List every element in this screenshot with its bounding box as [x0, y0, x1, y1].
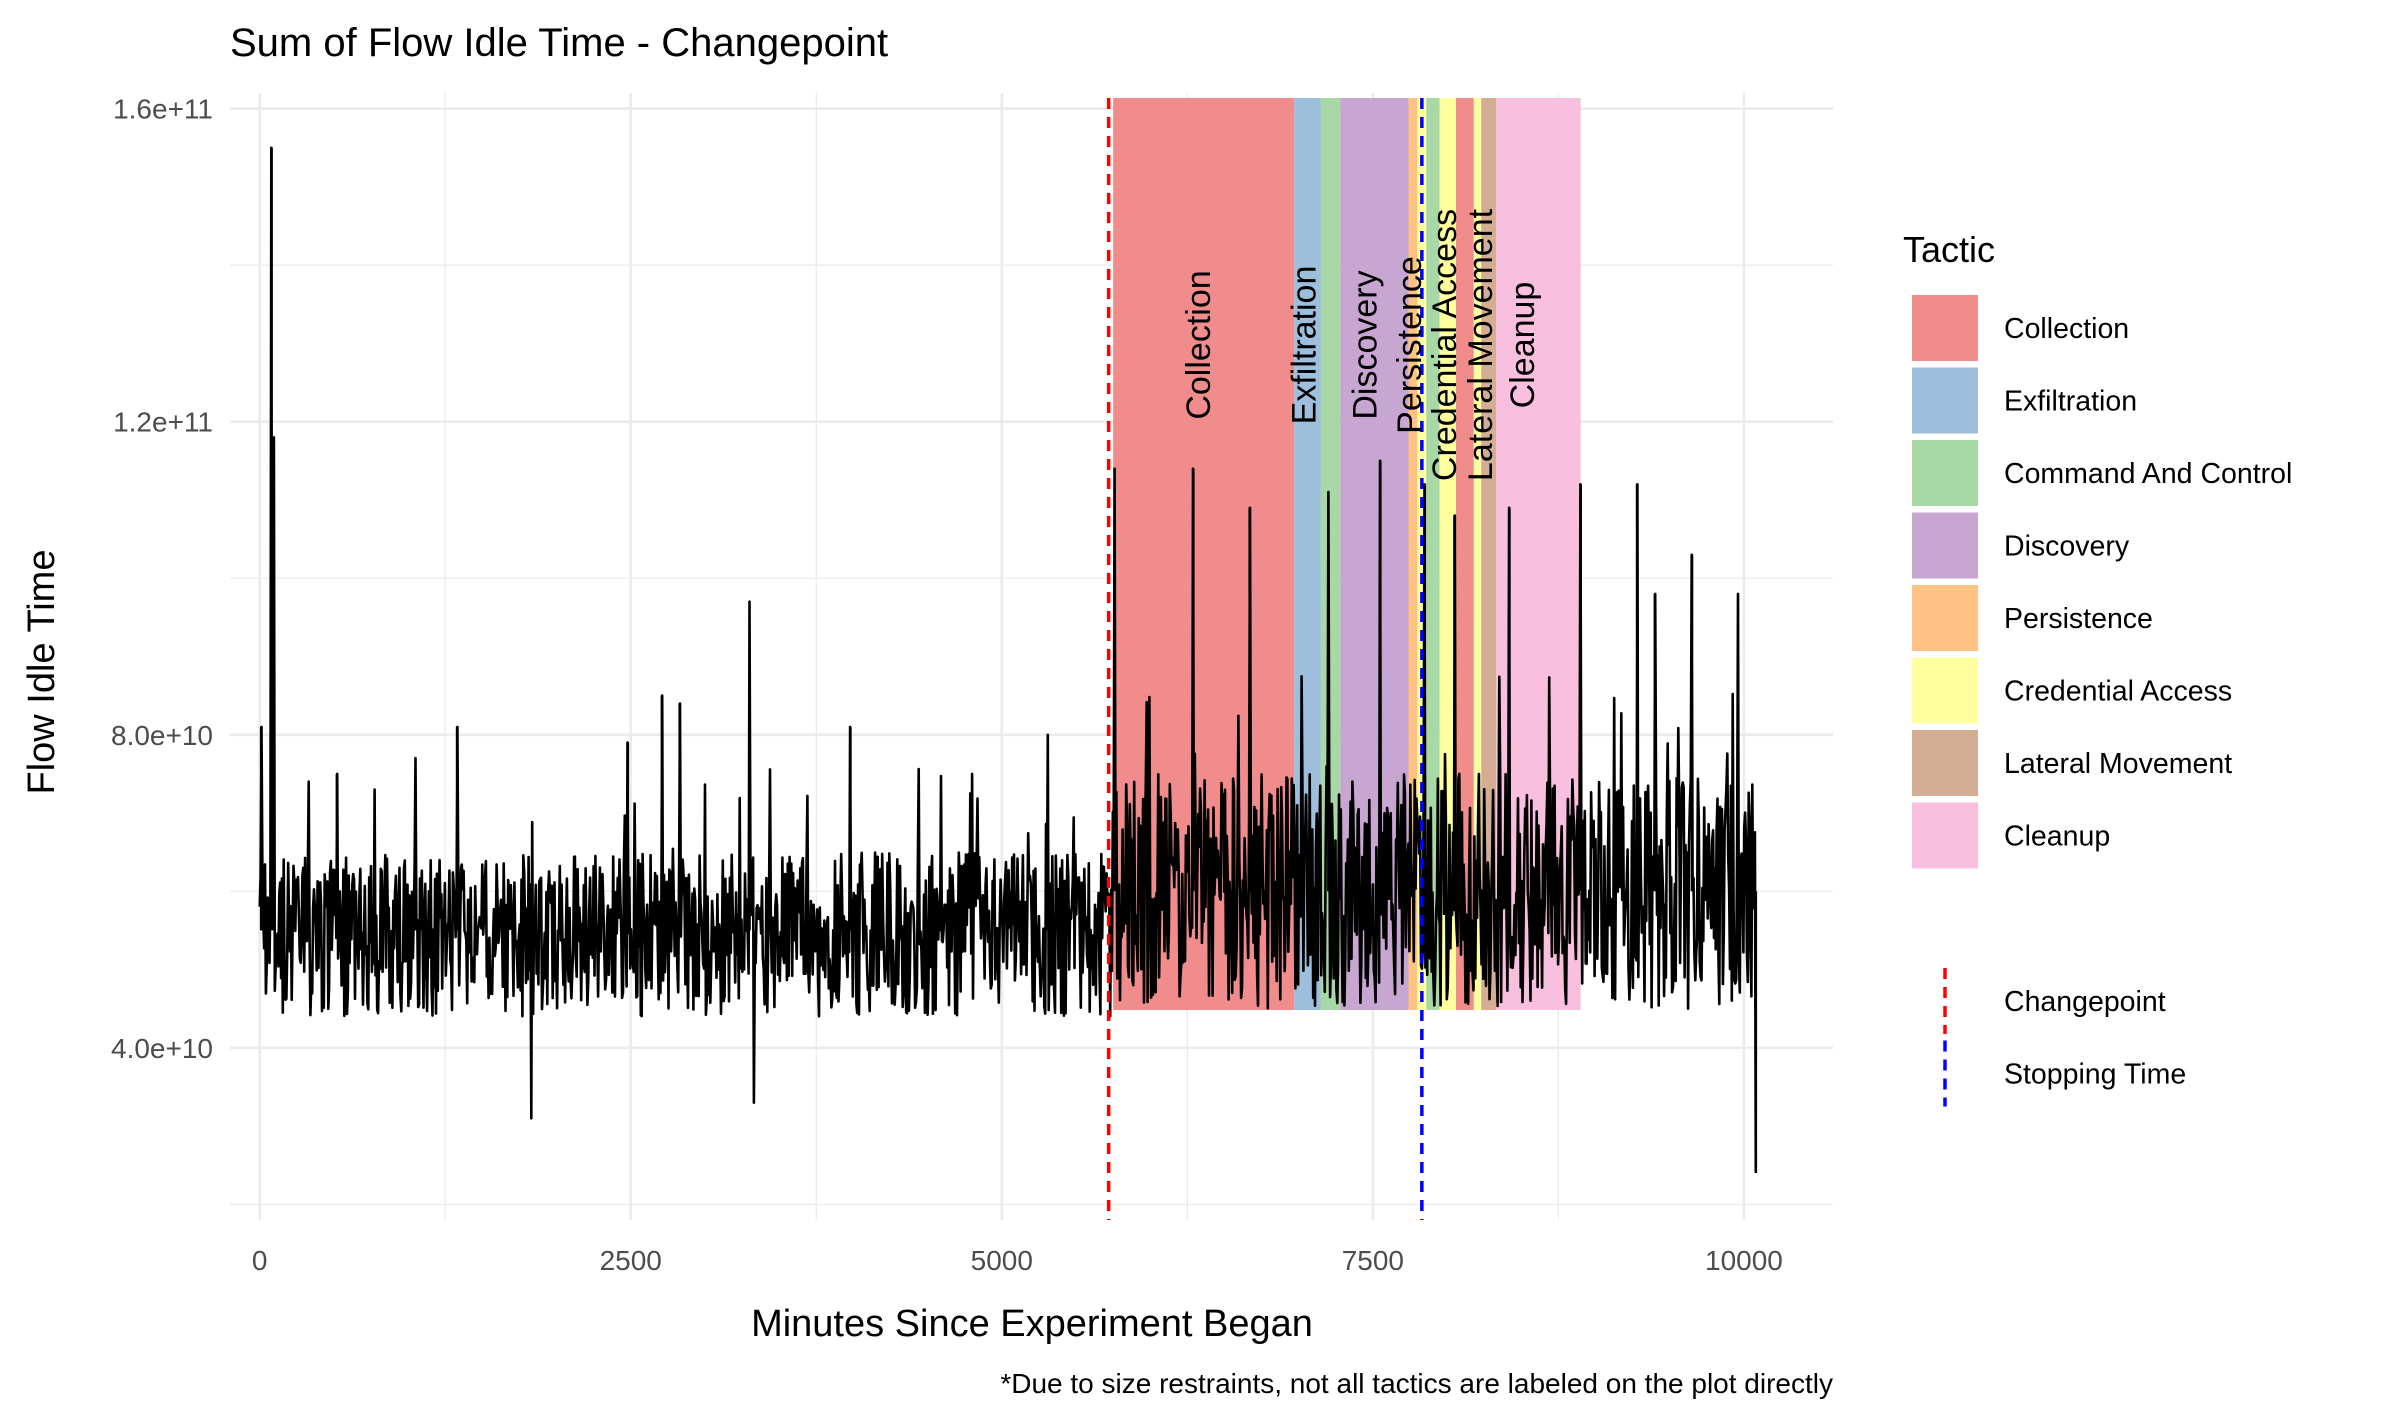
legend-label: Cleanup [2004, 821, 2110, 853]
band-label-cleanup: Cleanup [1504, 282, 1542, 409]
x-tick-label: 2500 [600, 1245, 662, 1276]
x-axis-title: Minutes Since Experiment Began [751, 1303, 1313, 1345]
tactic-band [1426, 98, 1440, 1010]
legend-label: Lateral Movement [2004, 748, 2232, 780]
band-label-lateral-movement: Lateral Movement [1462, 208, 1500, 481]
band-label-persistence: Persistence [1391, 256, 1429, 434]
legend-label: Discovery [2004, 531, 2130, 563]
band-label-collection: Collection [1180, 270, 1218, 419]
x-tick-label: 10000 [1705, 1245, 1783, 1276]
legend-title: Tactic [1903, 229, 1995, 270]
legend-swatch-exfiltration [1912, 367, 1978, 434]
reference-lines [1106, 98, 1424, 1220]
legend-label: Credential Access [2004, 676, 2232, 708]
band-label-discovery: Discovery [1347, 270, 1385, 419]
x-tick-label: 5000 [971, 1245, 1033, 1276]
legend-swatch-collection [1912, 295, 1978, 361]
legend-swatch-discovery [1912, 512, 1978, 579]
x-axis-ticks: 0 2500 5000 7500 10000 [252, 1245, 1783, 1276]
tactic-band-labels: Collection Exfiltration Discovery Persisten… [1180, 208, 1542, 481]
legend-label: Persistence [2004, 603, 2153, 635]
x-tick-label: 0 [252, 1245, 268, 1276]
y-tick-label: 1.2e+11 [113, 407, 213, 438]
legend-label: Changepoint [2004, 986, 2166, 1018]
legend-label: Exfiltration [2004, 386, 2137, 418]
legend-swatch-lateral-movement [1912, 730, 1978, 796]
y-tick-label: 4.0e+10 [111, 1033, 213, 1064]
legend-swatch-command-and-control [1912, 440, 1978, 506]
legend-swatch-cleanup [1912, 802, 1978, 869]
y-axis-ticks: 4.0e+10 8.0e+10 1.2e+11 1.6e+11 [111, 94, 213, 1064]
chart-title: Sum of Flow Idle Time - Changepoint [230, 21, 888, 65]
tactic-band [1473, 98, 1482, 1010]
band-label-exfiltration: Exfiltration [1286, 266, 1324, 425]
legend-swatch-persistence [1912, 585, 1978, 651]
y-tick-label: 1.6e+11 [113, 94, 213, 125]
series-line [258, 146, 1758, 1174]
tactic-band [1481, 98, 1497, 1010]
legend-line-entries: Changepoint Stopping Time [1943, 968, 2186, 1107]
y-tick-label: 8.0e+10 [111, 720, 213, 751]
tactic-band [1408, 98, 1418, 1010]
y-axis-title: Flow Idle Time [21, 550, 63, 795]
legend-label: Command And Control [2004, 458, 2292, 490]
series-lines [258, 146, 1758, 1174]
legend-label: Stopping Time [2004, 1059, 2186, 1091]
legend-swatch-credential-access [1912, 657, 1978, 724]
legend-label: Collection [2004, 313, 2129, 345]
band-label-credential-access: Credential Access [1426, 209, 1464, 481]
x-tick-label: 7500 [1342, 1245, 1404, 1276]
legend-tactic-entries: Collection Exfiltration Command And Contro… [1912, 295, 2292, 869]
legend: Tactic Collection Exfiltration Command And… [1903, 229, 2292, 1107]
chart-caption: *Due to size restraints, not all tactics… [1000, 1368, 1833, 1399]
